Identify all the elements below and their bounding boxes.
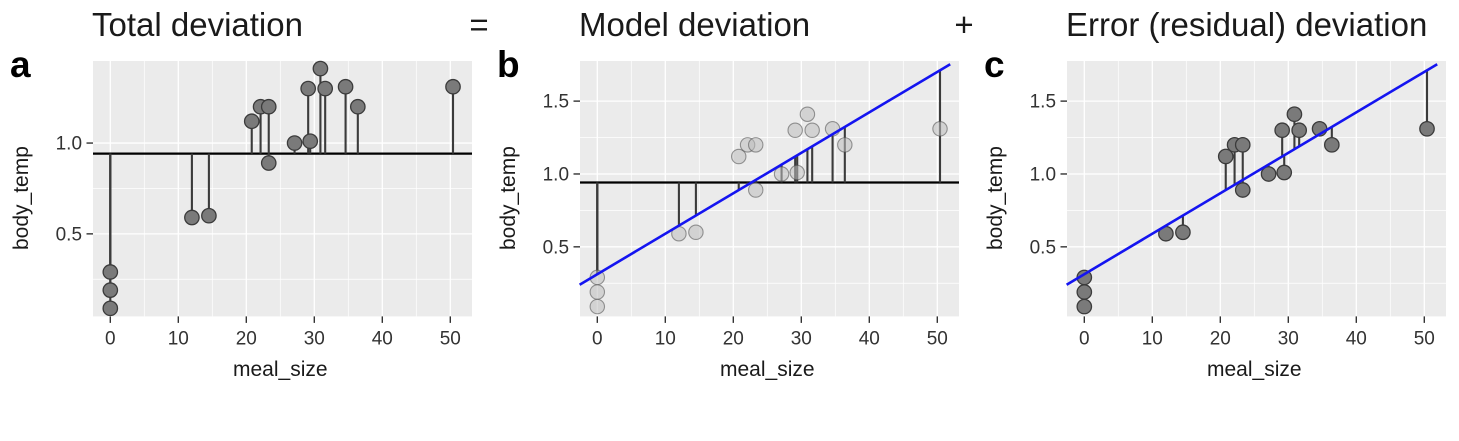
svg-text:0: 0 <box>105 329 116 350</box>
svg-text:20: 20 <box>236 329 257 350</box>
svg-text:0.5: 0.5 <box>1030 238 1056 259</box>
svg-text:20: 20 <box>723 329 744 350</box>
svg-text:10: 10 <box>655 329 676 350</box>
svg-text:50: 50 <box>1414 329 1435 350</box>
svg-text:30: 30 <box>1278 329 1299 350</box>
svg-text:1.0: 1.0 <box>56 134 82 155</box>
svg-text:10: 10 <box>168 329 189 350</box>
svg-text:1.5: 1.5 <box>543 92 569 113</box>
svg-text:0: 0 <box>1079 329 1090 350</box>
svg-text:1.5: 1.5 <box>1030 92 1056 113</box>
svg-text:40: 40 <box>372 329 393 350</box>
svg-text:30: 30 <box>304 329 325 350</box>
svg-text:50: 50 <box>927 329 948 350</box>
svg-text:0.5: 0.5 <box>56 225 82 246</box>
svg-text:40: 40 <box>859 329 880 350</box>
svg-text:50: 50 <box>440 329 461 350</box>
svg-text:0: 0 <box>592 329 603 350</box>
svg-text:0.5: 0.5 <box>543 238 569 259</box>
svg-text:1.0: 1.0 <box>1030 165 1056 186</box>
svg-text:30: 30 <box>791 329 812 350</box>
svg-text:1.0: 1.0 <box>543 165 569 186</box>
svg-text:10: 10 <box>1142 329 1163 350</box>
svg-text:40: 40 <box>1346 329 1367 350</box>
svg-text:20: 20 <box>1210 329 1231 350</box>
